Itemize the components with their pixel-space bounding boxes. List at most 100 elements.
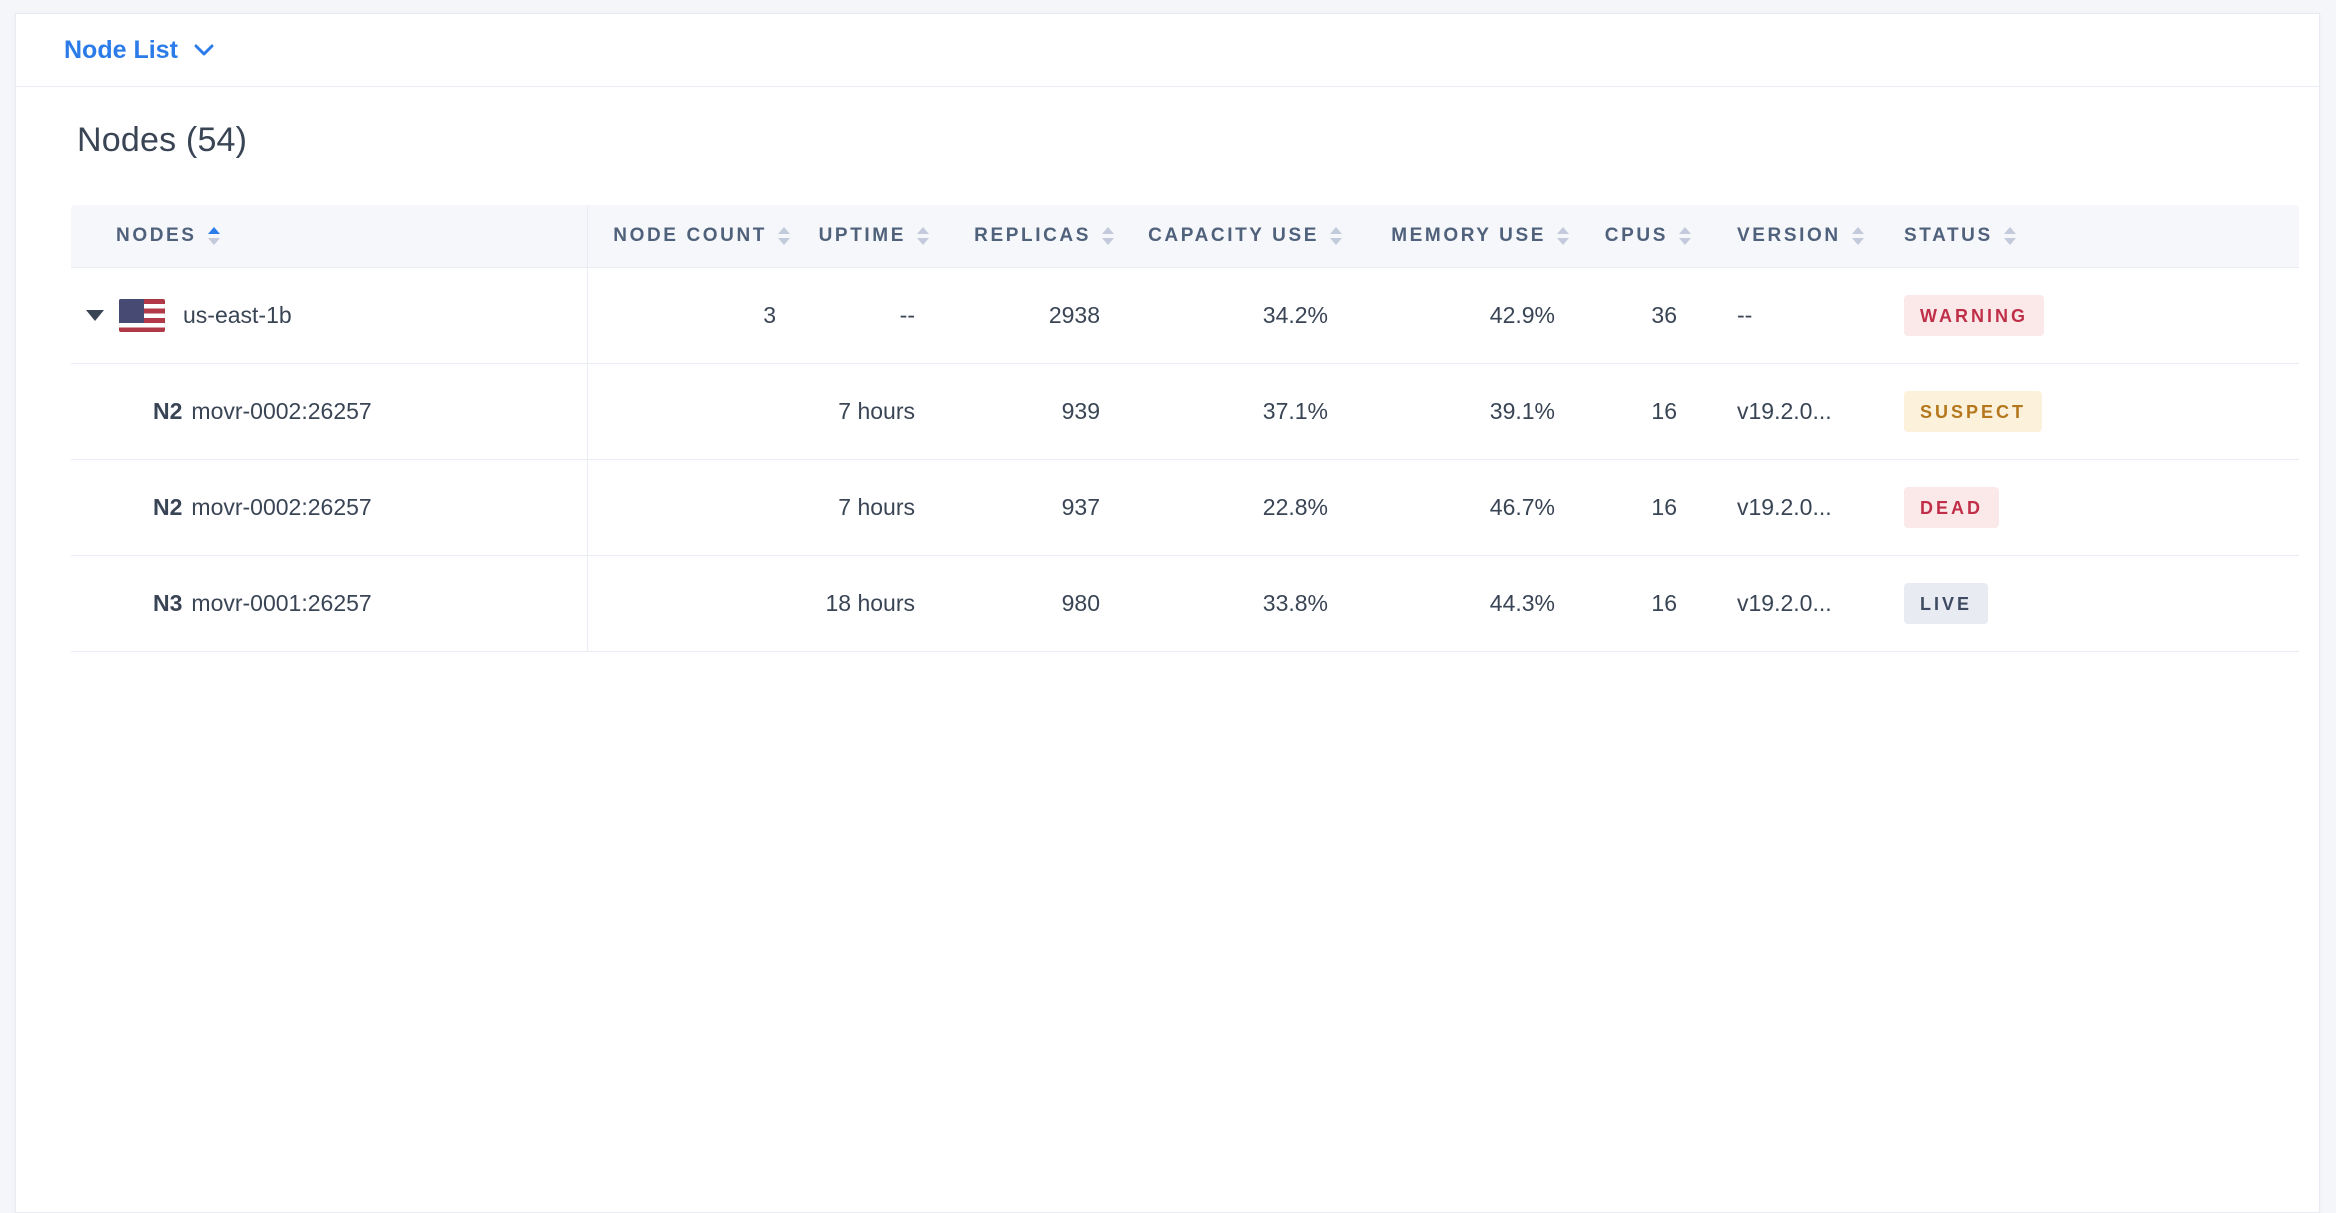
cell-version: v19.2.0...	[1703, 364, 1881, 460]
cell-nodes: us-east-1b	[71, 268, 588, 364]
cell-capacity_use: 37.1%	[1126, 364, 1354, 460]
cell-capacity_use: 34.2%	[1126, 268, 1354, 364]
column-header-node_count[interactable]: NODE COUNT	[588, 205, 802, 268]
cell-memory_use: 39.1%	[1354, 364, 1581, 460]
cell-cpus: 36	[1581, 268, 1703, 364]
cell-replicas: 937	[941, 460, 1126, 556]
column-header-replicas[interactable]: REPLICAS	[941, 205, 1126, 268]
cell-replicas: 939	[941, 364, 1126, 460]
column-header-cpus[interactable]: CPUS	[1581, 205, 1703, 268]
region-row[interactable]: us-east-1b 3 -- 2938 34.2% 42.9% 36 -- WARNING	[71, 268, 2299, 364]
column-label-replicas: REPLICAS	[974, 224, 1091, 246]
page-title: Nodes (54)	[77, 121, 248, 159]
cell-version: v19.2.0...	[1703, 460, 1881, 556]
cell-nodes: N2 movr-0002:26257	[71, 460, 588, 556]
cell-uptime: --	[802, 268, 941, 364]
sort-down-arrow-icon	[207, 237, 220, 245]
cell-nodes: N3 movr-0001:26257	[71, 556, 588, 652]
node-address: movr-0002:26257	[191, 494, 372, 520]
node-table: NODES NODE COUNT UPTIME REPLICAS CAPACITY US…	[71, 205, 2299, 652]
column-label-nodes: NODES	[116, 224, 197, 246]
column-label-status: STATUS	[1904, 224, 1993, 246]
sort-arrows-icon	[1851, 226, 1864, 245]
sort-arrows-icon	[1679, 226, 1691, 245]
node-id: N3	[153, 590, 183, 616]
sort-down-arrow-icon	[2003, 237, 2016, 245]
cell-capacity_use: 22.8%	[1126, 460, 1354, 556]
column-header-nodes[interactable]: NODES	[71, 205, 588, 268]
column-label-memory_use: MEMORY USE	[1391, 224, 1546, 246]
sort-up-arrow-icon	[1851, 226, 1864, 234]
cell-capacity_use: 33.8%	[1126, 556, 1354, 652]
node-address: movr-0002:26257	[191, 398, 372, 424]
column-header-uptime[interactable]: UPTIME	[802, 205, 941, 268]
status-badge: DEAD	[1904, 487, 2000, 528]
cell-version: v19.2.0...	[1703, 556, 1881, 652]
content-area: Nodes (54) NODES NODE COUNT UPTIME REPLICAS…	[16, 119, 2319, 652]
sort-arrows-icon	[2003, 226, 2016, 245]
column-label-node_count: NODE COUNT	[613, 224, 767, 246]
node-id: N2	[153, 494, 183, 520]
chevron-down-icon	[194, 44, 214, 55]
cell-status: LIVE	[1881, 556, 2299, 652]
cell-version: --	[1703, 268, 1881, 364]
sort-up-arrow-icon	[778, 226, 790, 234]
column-header-status[interactable]: STATUS	[1881, 205, 2299, 268]
cell-nodes: N2 movr-0002:26257	[71, 364, 588, 460]
column-label-capacity_use: CAPACITY USE	[1148, 224, 1319, 246]
sort-arrows-icon	[917, 226, 929, 245]
cell-status: SUSPECT	[1881, 364, 2299, 460]
sort-arrows-icon	[778, 226, 790, 245]
sort-up-arrow-icon	[1102, 226, 1114, 234]
sort-down-arrow-icon	[1330, 237, 1342, 245]
node-id: N2	[153, 398, 183, 424]
sort-arrows-icon	[1330, 226, 1342, 245]
column-header-memory_use[interactable]: MEMORY USE	[1354, 205, 1581, 268]
cell-uptime: 18 hours	[802, 556, 941, 652]
cell-uptime: 7 hours	[802, 364, 941, 460]
region-name: us-east-1b	[183, 302, 292, 328]
cell-node_count	[588, 364, 802, 460]
cell-cpus: 16	[1581, 460, 1703, 556]
sort-up-arrow-icon	[207, 226, 220, 234]
status-badge: WARNING	[1904, 295, 2044, 336]
node-row[interactable]: N2 movr-0002:26257 7 hours 937 22.8% 46.7% 16 v…	[71, 460, 2299, 556]
sort-down-arrow-icon	[1557, 237, 1569, 245]
node-table-header-row: NODES NODE COUNT UPTIME REPLICAS CAPACITY US…	[71, 205, 2299, 268]
sort-down-arrow-icon	[917, 237, 929, 245]
cell-uptime: 7 hours	[802, 460, 941, 556]
cell-memory_use: 44.3%	[1354, 556, 1581, 652]
sort-up-arrow-icon	[1679, 226, 1691, 234]
sort-down-arrow-icon	[1679, 237, 1691, 245]
column-header-capacity_use[interactable]: CAPACITY USE	[1126, 205, 1354, 268]
cell-node_count	[588, 460, 802, 556]
node-row[interactable]: N2 movr-0002:26257 7 hours 939 37.1% 39.1% 16 v…	[71, 364, 2299, 460]
node-address: movr-0001:26257	[191, 590, 372, 616]
node-row[interactable]: N3 movr-0001:26257 18 hours 980 33.8% 44.3% 16…	[71, 556, 2299, 652]
sort-up-arrow-icon	[917, 226, 929, 234]
cell-node_count	[588, 556, 802, 652]
node-table-body: us-east-1b 3 -- 2938 34.2% 42.9% 36 -- WARNING N2…	[71, 268, 2299, 652]
node-list-dropdown[interactable]: Node List	[64, 36, 214, 65]
sort-arrows-icon	[1102, 226, 1114, 245]
sort-down-arrow-icon	[1102, 237, 1114, 245]
status-badge: SUSPECT	[1904, 391, 2043, 432]
column-label-version: VERSION	[1737, 224, 1841, 246]
column-label-uptime: UPTIME	[818, 224, 906, 246]
cell-memory_use: 42.9%	[1354, 268, 1581, 364]
sort-arrows-icon	[1557, 226, 1569, 245]
cell-replicas: 980	[941, 556, 1126, 652]
node-list-dropdown-label: Node List	[64, 35, 178, 64]
sort-down-arrow-icon	[1851, 237, 1864, 245]
cell-cpus: 16	[1581, 556, 1703, 652]
sort-up-arrow-icon	[1557, 226, 1569, 234]
sort-up-arrow-icon	[1330, 226, 1342, 234]
cell-status: DEAD	[1881, 460, 2299, 556]
node-list-card: Node List Nodes (54) NODES NODE COUNT UPTI…	[15, 13, 2320, 1213]
sort-arrows-icon	[207, 226, 220, 245]
column-header-version[interactable]: VERSION	[1703, 205, 1881, 268]
cell-status: WARNING	[1881, 268, 2299, 364]
column-label-cpus: CPUS	[1604, 224, 1668, 246]
cell-memory_use: 46.7%	[1354, 460, 1581, 556]
expand-toggle-icon[interactable]	[86, 310, 104, 321]
